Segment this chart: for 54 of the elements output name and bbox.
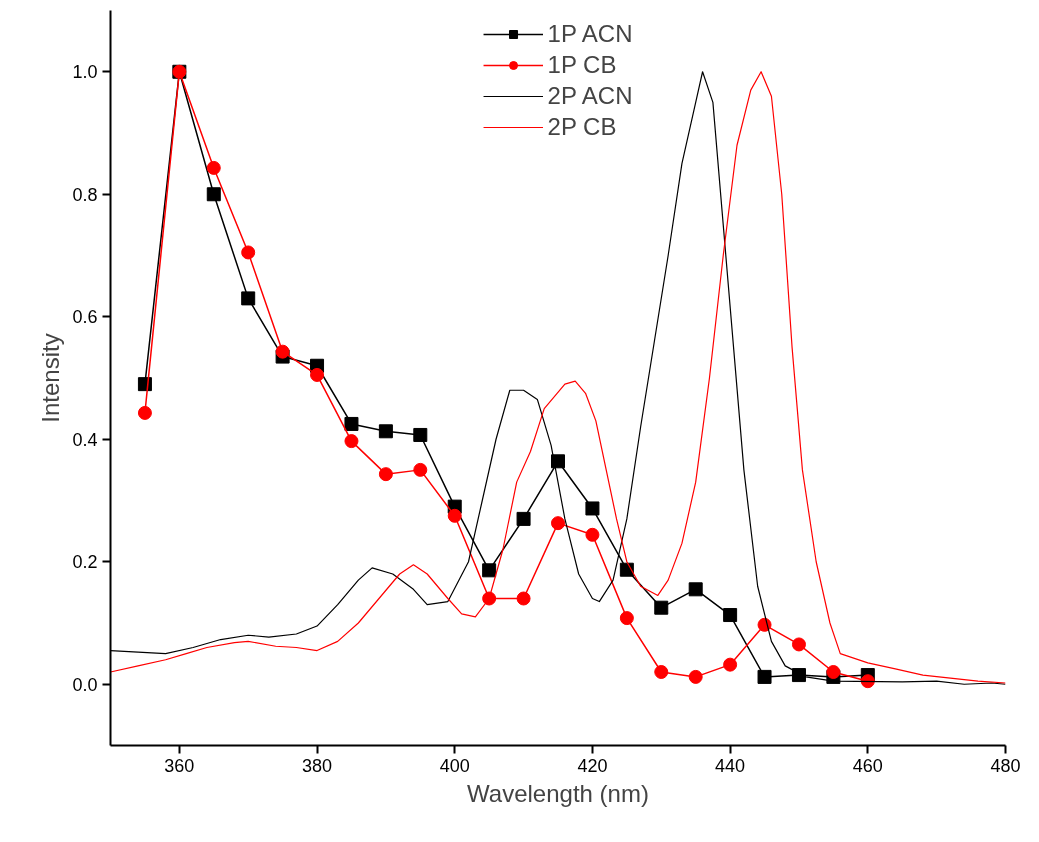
- point: [447, 508, 462, 523]
- y-tick-label: 0.4: [72, 429, 98, 450]
- point: [826, 665, 841, 679]
- point: [516, 591, 531, 606]
- point: [241, 245, 256, 260]
- point: [378, 424, 393, 439]
- point: [860, 674, 875, 689]
- point: [413, 462, 428, 477]
- x-tick-label: 360: [164, 755, 195, 776]
- y-tick-label: 0.6: [72, 307, 98, 328]
- point: [757, 669, 772, 684]
- point: [723, 608, 738, 623]
- y-tick-label: 1.0: [72, 62, 98, 83]
- point: [241, 291, 256, 306]
- point: [688, 669, 703, 684]
- point: [723, 657, 738, 672]
- point: [206, 160, 221, 175]
- point: [310, 367, 325, 382]
- point: [791, 668, 806, 683]
- y-axis-title: Intensity: [37, 333, 65, 423]
- point: [654, 665, 669, 679]
- legend-label: 1P ACN: [547, 20, 633, 48]
- y-tick-label: 0.2: [72, 552, 98, 573]
- x-tick-label: 480: [990, 755, 1021, 776]
- y-tick-label: 0.8: [72, 184, 98, 205]
- point: [619, 611, 634, 626]
- point: [791, 637, 806, 652]
- point: [585, 527, 600, 542]
- point: [275, 344, 290, 359]
- x-tick-label: 380: [302, 755, 333, 776]
- point: [482, 591, 497, 606]
- point: [137, 405, 152, 420]
- point: [344, 434, 359, 449]
- point: [516, 511, 531, 526]
- point: [654, 600, 669, 615]
- point: [551, 516, 565, 531]
- x-tick-label: 440: [715, 755, 746, 776]
- point: [585, 501, 600, 516]
- point: [551, 454, 565, 469]
- x-axis-title: Wavelength (nm): [467, 779, 649, 807]
- point: [378, 467, 393, 482]
- point: [688, 582, 703, 597]
- legend-label: 2P ACN: [547, 82, 633, 110]
- legend-label: 2P CB: [547, 113, 617, 141]
- x-tick-label: 420: [577, 755, 608, 776]
- x-tick-label: 460: [852, 755, 883, 776]
- legend-label: 1P CB: [547, 51, 617, 79]
- point: [482, 563, 497, 578]
- y-tick-label: 0.0: [72, 674, 98, 695]
- point: [619, 562, 634, 577]
- point: [206, 187, 221, 202]
- point: [413, 427, 428, 442]
- x-tick-label: 400: [439, 755, 470, 776]
- point: [344, 416, 359, 431]
